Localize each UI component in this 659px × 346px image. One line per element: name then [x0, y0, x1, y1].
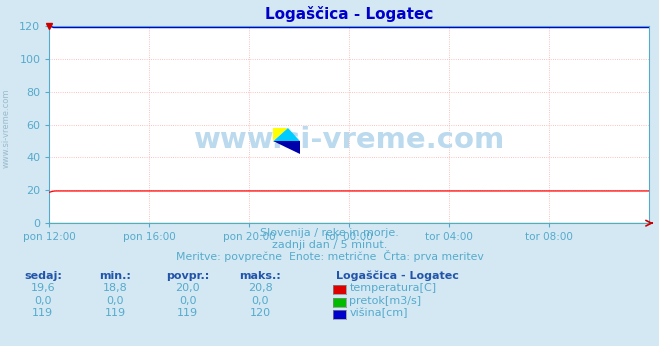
Text: www.si-vreme.com: www.si-vreme.com	[194, 126, 505, 154]
Text: min.:: min.:	[100, 271, 131, 281]
Text: 119: 119	[177, 308, 198, 318]
Text: višina[cm]: višina[cm]	[349, 308, 408, 318]
Title: Logaščica - Logatec: Logaščica - Logatec	[265, 6, 434, 22]
Text: 0,0: 0,0	[107, 296, 124, 306]
Text: Logaščica - Logatec: Logaščica - Logatec	[336, 270, 459, 281]
Text: sedaj:: sedaj:	[24, 271, 62, 281]
Text: povpr.:: povpr.:	[166, 271, 210, 281]
Text: 120: 120	[250, 308, 271, 318]
Text: 18,8: 18,8	[103, 283, 128, 293]
Text: 20,8: 20,8	[248, 283, 273, 293]
Text: maks.:: maks.:	[239, 271, 281, 281]
Text: 119: 119	[32, 308, 53, 318]
Text: Meritve: povprečne  Enote: metrične  Črta: prva meritev: Meritve: povprečne Enote: metrične Črta:…	[176, 250, 483, 262]
Text: pretok[m3/s]: pretok[m3/s]	[349, 296, 421, 306]
Text: 0,0: 0,0	[34, 296, 51, 306]
Polygon shape	[273, 141, 300, 154]
Text: 20,0: 20,0	[175, 283, 200, 293]
Text: 119: 119	[105, 308, 126, 318]
Polygon shape	[273, 128, 288, 141]
Text: zadnji dan / 5 minut.: zadnji dan / 5 minut.	[272, 240, 387, 250]
Text: 19,6: 19,6	[30, 283, 55, 293]
Text: 0,0: 0,0	[179, 296, 196, 306]
Polygon shape	[273, 128, 300, 141]
Text: Slovenija / reke in morje.: Slovenija / reke in morje.	[260, 228, 399, 238]
Text: temperatura[C]: temperatura[C]	[349, 283, 436, 293]
Text: www.si-vreme.com: www.si-vreme.com	[2, 88, 11, 168]
Text: 0,0: 0,0	[252, 296, 269, 306]
